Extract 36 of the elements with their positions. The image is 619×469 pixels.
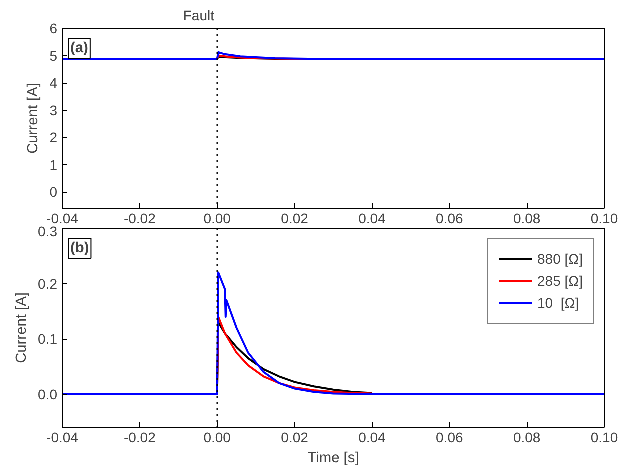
x-axis-title: Time [s] [308,450,360,466]
ref-line-label: Fault [183,8,215,24]
y-tick-label: 0.1 [38,331,58,348]
x-tick-label: 0.02 [281,210,309,226]
y-tick-label: 0.3 [38,224,58,240]
y-axis-title: Current [A] [14,292,30,364]
x-tick-label: 0.08 [513,210,541,226]
x-tick-label: 0.06 [436,430,464,446]
x-tick-label: -0.02 [124,210,156,226]
y-tick-label: 1 [50,156,58,173]
legend-label: 880 [Ω] [538,251,583,267]
legend-label: 285 [Ω] [538,273,583,289]
annotation: (a) [70,40,89,56]
y-tick-label: 0.0 [38,386,58,402]
x-tick-label: -0.02 [124,430,156,446]
annotation: (b) [70,240,90,256]
y-tick-label: 2 [50,130,58,146]
y-tick-label: 0 [50,184,58,200]
y-tick-label: 0.2 [38,276,58,292]
x-tick-label: -0.04 [46,430,79,446]
y-tick-label: 5 [50,48,58,64]
y-tick-label: 6 [50,20,58,36]
x-tick-label: 0.10 [590,430,618,446]
x-tick-label: 0.02 [281,430,309,446]
x-tick-label: 0.10 [590,210,618,226]
x-tick-label: 0.06 [436,210,464,226]
y-tick-label: 4 [50,75,58,92]
y-tick-label: 3 [50,102,58,118]
x-tick-label: 0.04 [358,210,386,226]
x-tick-label: 0.04 [358,430,386,446]
x-tick-label: 0.08 [513,430,541,446]
x-tick-label: 0.00 [204,210,232,226]
x-tick-label: -0.04 [46,210,79,226]
y-axis-title: Current [A] [26,83,42,154]
legend-label: 10 [Ω] [538,295,580,311]
x-tick-label: 0.00 [204,430,232,446]
